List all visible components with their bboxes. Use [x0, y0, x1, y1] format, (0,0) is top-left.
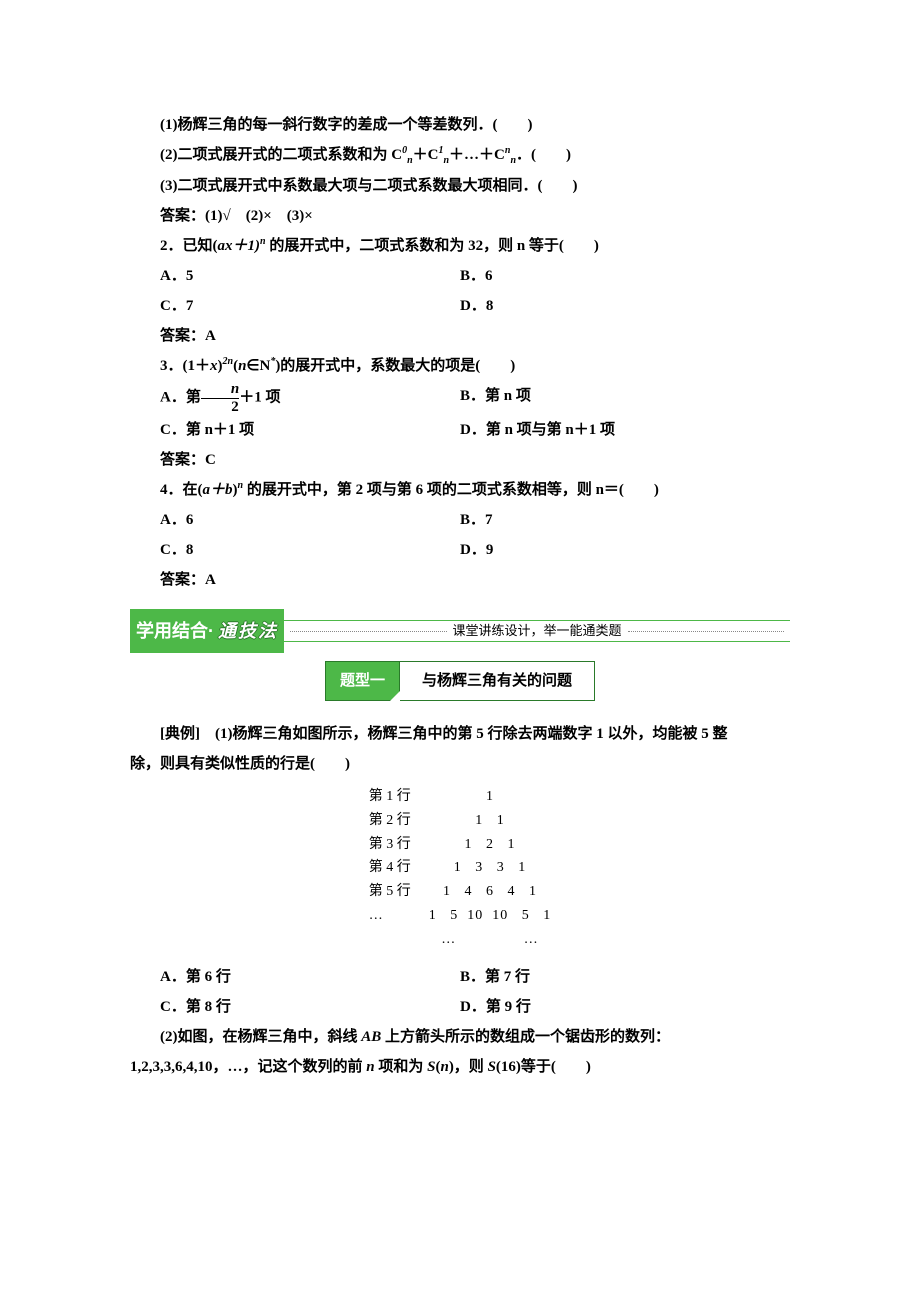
q2-options-row2: C．7 D．8: [130, 291, 790, 321]
q3-answer: 答案：C: [130, 445, 790, 475]
q1-s2-post: ．( ): [516, 147, 571, 163]
q3-opt-c: C．第 n＋1 项: [130, 415, 460, 445]
q2-stem: 2．已知(ax＋1)n 的展开式中，二项式系数和为 32，则 n 等于( ): [130, 231, 790, 261]
q1-s2-mid2: ＋…＋C: [449, 147, 505, 163]
banner-text-1: 学用结合·: [136, 613, 214, 649]
q2-stem-post: 的展开式中，二项式系数和为 32，则 n 等于( ): [266, 238, 599, 254]
sub2-l2-pre: 1,2,3,3,6,4,10，…，记这个数列的前: [130, 1059, 366, 1075]
q5-opt-a: A．第 6 行: [130, 962, 460, 992]
q4-post: 的展开式中，第 2 项与第 6 项的二项式系数相等，则 n＝( ): [243, 482, 659, 498]
q5-opt-b: B．第 7 行: [460, 962, 790, 992]
pascal-label-2: 第 2 行: [369, 809, 411, 833]
q1-stmt1: (1)杨辉三角的每一斜行数字的差成一个等差数列．( ): [130, 110, 790, 140]
q2-opt-b: B．6: [460, 261, 790, 291]
q4-stem: 4．在(a＋b)n 的展开式中，第 2 项与第 6 项的二项式系数相等，则 n＝…: [130, 475, 790, 505]
pascal-label-5: 第 5 行: [369, 880, 411, 904]
pascal-row-1: 1 1: [429, 809, 552, 833]
page: (1)杨辉三角的每一斜行数字的差成一个等差数列．( ) (2)二项式展开式的二项…: [0, 0, 920, 1302]
pascal-label-4: 第 4 行: [369, 856, 411, 880]
q2-opt-a: A．5: [130, 261, 460, 291]
variable-n: n: [366, 1059, 374, 1075]
fraction-n-over-2: n2: [201, 381, 239, 415]
q4-opt-a: A．6: [130, 505, 460, 535]
pascal-labels: 第 1 行 第 2 行 第 3 行 第 4 行 第 5 行 …: [369, 785, 429, 952]
q3-options-row2: C．第 n＋1 项 D．第 n 项与第 n＋1 项: [130, 415, 790, 445]
variable-n: n: [440, 1059, 448, 1075]
pascal-row-3: 1 3 3 1: [429, 856, 552, 880]
pascal-row-0: 1: [429, 785, 552, 809]
q3-nin-in: ∈N: [246, 358, 270, 374]
sub2-line1: (2)如图，在杨辉三角中，斜线 AB 上方箭头所示的数组成一个锯齿形的数列：: [130, 1022, 790, 1052]
pascal-label-1: 第 1 行: [369, 785, 411, 809]
pascal-triangle: 第 1 行 第 2 行 第 3 行 第 4 行 第 5 行 … 1 1 1 1 …: [130, 785, 790, 952]
topic-row: 题型一 与杨辉三角有关的问题: [130, 661, 790, 701]
q1-answer: 答案：(1)√ (2)× (3)×: [130, 201, 790, 231]
q4-opt-b: B．7: [460, 505, 790, 535]
q3-stem: 3．(1＋x)2n(n∈N*)的展开式中，系数最大的项是( ): [130, 351, 790, 381]
q3-pre: 3．(1＋: [160, 358, 210, 374]
q4-pre: 4．在(: [160, 482, 203, 498]
q3-opt-a: A．第n2＋1 项: [130, 381, 460, 415]
q2-answer: 答案：A: [130, 321, 790, 351]
pascal-row-6: … …: [429, 928, 552, 952]
q4-options-row2: C．8 D．9: [130, 535, 790, 565]
topic-tag: 题型一: [325, 661, 400, 701]
variable-AB: AB: [361, 1029, 381, 1045]
banner-right: 课堂讲练设计，举一能通类题: [284, 620, 790, 642]
pascal-label-6: …: [369, 904, 411, 928]
q5-opt-c: C．第 8 行: [130, 992, 460, 1022]
q3-post: )的展开式中，系数最大的项是( ): [275, 358, 515, 374]
sub2-line2: 1,2,3,3,6,4,10，…，记这个数列的前 n 项和为 S(n)，则 S(…: [130, 1052, 790, 1082]
dot-fill: [628, 631, 785, 632]
q3-opt-d: D．第 n 项与第 n＋1 项: [460, 415, 790, 445]
superscript-2n: 2n: [223, 356, 234, 367]
pascal-row-4: 1 4 6 4 1: [429, 880, 552, 904]
pascal-label-3: 第 3 行: [369, 833, 411, 857]
q5-options-row1: A．第 6 行 B．第 7 行: [130, 962, 790, 992]
topic-title: 与杨辉三角有关的问题: [400, 661, 595, 701]
q4-opt-c: C．8: [130, 535, 460, 565]
sub2-pre: (2)如图，在杨辉三角中，斜线: [160, 1029, 361, 1045]
q2-opt-d: D．8: [460, 291, 790, 321]
sub2-l2-mid: 项和为: [375, 1059, 428, 1075]
variable-ax: ax＋1): [218, 238, 261, 254]
banner-subtitle: 课堂讲练设计，举一能通类题: [453, 618, 622, 644]
q1-s2-mid: ＋C: [413, 147, 439, 163]
variable-a-plus-b: a＋b: [203, 482, 233, 498]
sub2-post: 上方箭头所示的数组成一个锯齿形的数列：: [381, 1029, 670, 1045]
variable-S16-S: S: [488, 1059, 496, 1075]
pascal-row-5: 1 5 10 10 5 1: [429, 904, 552, 928]
variable-x: x: [210, 358, 218, 374]
q2-options-row1: A．5 B．6: [130, 261, 790, 291]
example-line1: [典例] (1)杨辉三角如图所示，杨辉三角中的第 5 行除去两端数字 1 以外，…: [130, 719, 790, 749]
dot-fill: [290, 631, 447, 632]
q4-answer: 答案：A: [130, 565, 790, 595]
q5-opt-d: D．第 9 行: [460, 992, 790, 1022]
q3-opt-b: B．第 n 项: [460, 381, 790, 415]
sub2-s16-rest: (16)等于( ): [496, 1059, 591, 1075]
q4-options-row1: A．6 B．7: [130, 505, 790, 535]
frac-bot: 2: [201, 398, 239, 416]
q3-a-post: ＋1 项: [239, 389, 280, 405]
frac-top: n: [201, 381, 239, 398]
q5-options-row2: C．第 8 行 D．第 9 行: [130, 992, 790, 1022]
q2-opt-c: C．7: [130, 291, 460, 321]
example-line2: 除，则具有类似性质的行是( ): [130, 749, 790, 779]
pascal-rows: 1 1 1 1 2 1 1 3 3 1 1 4 6 4 1 1 5 10 10 …: [429, 785, 552, 952]
banner-left: 学用结合·通技法: [130, 609, 284, 653]
q1-stmt3: (3)二项式展开式中系数最大项与二项式系数最大项相同．( ): [130, 171, 790, 201]
q2-stem-pre: 2．已知(: [160, 238, 218, 254]
q4-opt-d: D．9: [460, 535, 790, 565]
section-banner: 学用结合·通技法 课堂讲练设计，举一能通类题: [130, 609, 790, 653]
q1-stmt2: (2)二项式展开式的二项式系数和为 C0n＋C1n＋…＋Cnn．( ): [130, 140, 790, 171]
banner-text-2: 通技法: [218, 613, 278, 649]
sub2-close: )，则: [449, 1059, 488, 1075]
q3-options-row1: A．第n2＋1 项 B．第 n 项: [130, 381, 790, 415]
q1-s2-pre: (2)二项式展开式的二项式系数和为 C: [160, 147, 402, 163]
q3-a-pre: A．第: [160, 389, 201, 405]
pascal-row-2: 1 2 1: [429, 833, 552, 857]
